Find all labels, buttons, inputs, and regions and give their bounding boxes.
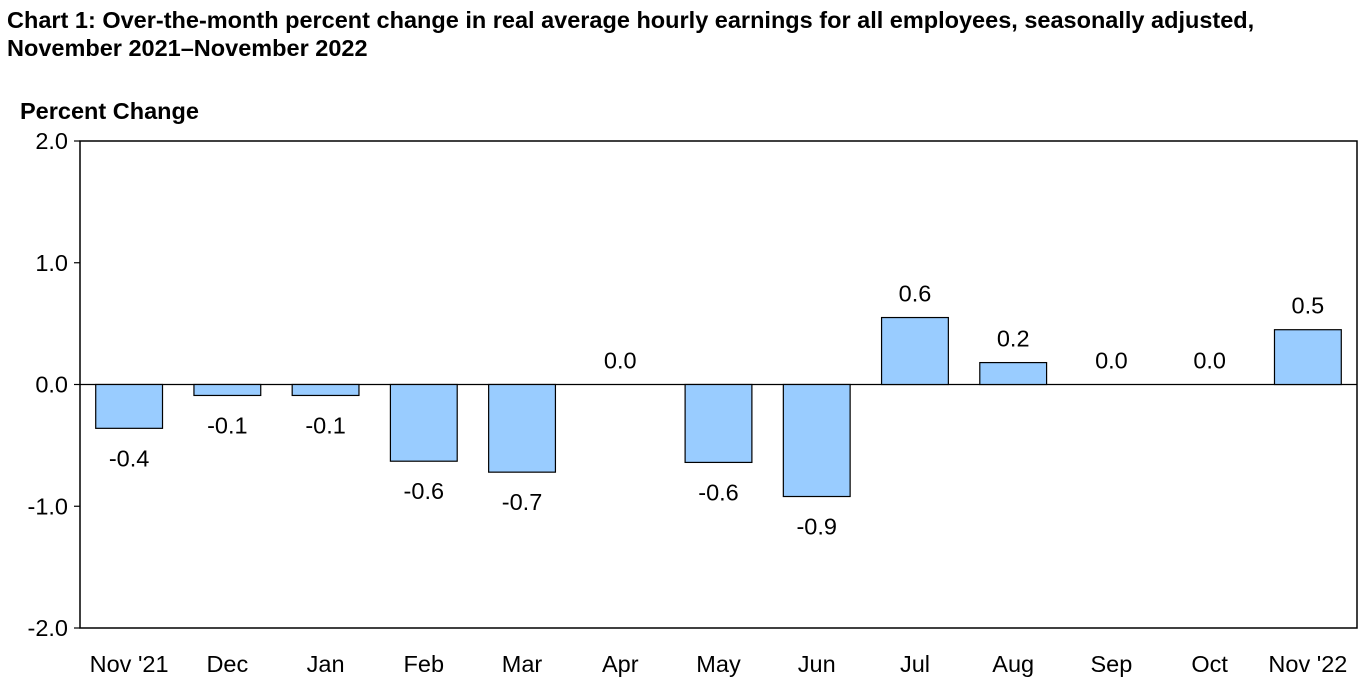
- data-label: -0.4: [109, 445, 150, 471]
- x-tick-label: Dec: [206, 651, 248, 677]
- data-label: -0.6: [404, 478, 445, 504]
- data-label: -0.1: [305, 412, 346, 438]
- data-label: -0.9: [796, 514, 837, 540]
- data-label: 0.6: [899, 281, 932, 307]
- x-tick-label: Jan: [307, 651, 345, 677]
- data-label: -0.6: [698, 479, 739, 505]
- bar: [880, 316, 949, 386]
- y-tick-label: -1.0: [28, 493, 69, 519]
- y-tick-label: 2.0: [35, 128, 68, 154]
- data-label: -0.7: [502, 489, 543, 515]
- data-label: -0.1: [207, 412, 248, 438]
- data-label: 0.2: [997, 326, 1030, 352]
- bar: [291, 383, 360, 397]
- x-tick-label: Nov '22: [1268, 651, 1347, 677]
- y-axis-ticks: 2.0 1.0 0.0 -1.0 -2.0: [28, 128, 80, 641]
- bar: [1273, 329, 1342, 386]
- x-tick-label: Jun: [798, 651, 836, 677]
- data-label: 0.5: [1292, 293, 1325, 319]
- y-tick-label: 1.0: [35, 250, 68, 276]
- data-label: 0.0: [604, 348, 637, 374]
- bar: [684, 383, 753, 464]
- bar: [95, 383, 164, 429]
- x-tick-label: Apr: [602, 651, 639, 677]
- x-tick-label: Jul: [900, 651, 930, 677]
- bar: [488, 383, 557, 473]
- y-tick-label: -2.0: [28, 615, 69, 641]
- x-tick-label: May: [696, 651, 741, 677]
- x-axis-tick-labels: Nov '21 Dec Jan Feb Mar Apr May Jun Jul Aug Sep Oct…: [90, 651, 1348, 677]
- x-tick-label: Mar: [502, 651, 543, 677]
- data-label: 0.0: [1193, 348, 1226, 374]
- x-tick-label: Aug: [992, 651, 1034, 677]
- x-tick-label: Nov '21: [90, 651, 169, 677]
- y-axis-label: Percent Change: [20, 98, 199, 124]
- bar-series: -0.4 -0.1 -0.1 -0.6 -0.7 0.0 -0.6 -0.9 0.6 0.2 0.0…: [95, 281, 1342, 540]
- bar: [389, 383, 458, 462]
- bar: [193, 383, 262, 397]
- bar: [979, 361, 1048, 386]
- x-tick-label: Oct: [1191, 651, 1228, 677]
- x-tick-label: Sep: [1091, 651, 1133, 677]
- data-label: 0.0: [1095, 348, 1128, 374]
- y-tick-label: 0.0: [35, 372, 68, 398]
- x-tick-label: Feb: [404, 651, 445, 677]
- bar: [782, 383, 851, 498]
- chart-title: Chart 1: Over-the-month percent change i…: [7, 7, 1255, 61]
